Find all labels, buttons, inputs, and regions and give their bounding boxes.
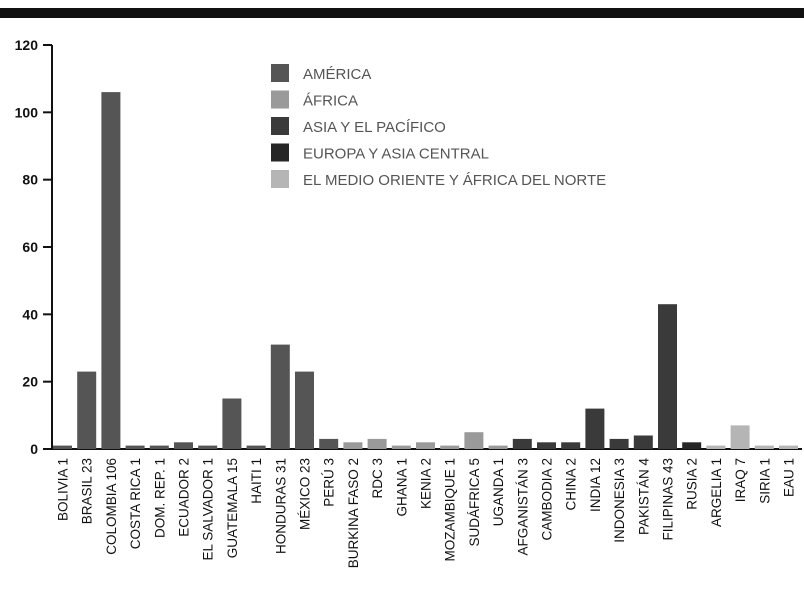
x-tick-label: ECUADOR 2: [177, 458, 192, 537]
bar: [295, 371, 314, 449]
bar: [246, 445, 266, 449]
bar: [512, 438, 532, 449]
x-tick-label: SIRIA 1: [757, 458, 772, 504]
x-tick-label: EL SALVADOR 1: [201, 458, 216, 561]
x-tick-label: BOLIVIA 1: [56, 458, 71, 521]
x-tick-label: MÉXICO 23: [298, 458, 313, 530]
x-tick-label: INDONESIA 3: [612, 458, 627, 543]
x-tick-label: CHINA 2: [564, 458, 579, 511]
x-tick-label: COLOMBIA 106: [104, 458, 119, 555]
y-tick-label: 120: [15, 37, 39, 53]
bar: [149, 445, 169, 449]
x-tick-label: PERÚ 3: [322, 458, 337, 507]
bar: [319, 438, 339, 449]
bar: [440, 445, 460, 449]
bar: [343, 442, 363, 449]
bar: [706, 445, 726, 449]
bars-group: [53, 92, 798, 449]
x-tick-label: ARGELIA 1: [709, 458, 724, 527]
legend-swatch: [271, 90, 289, 109]
bar: [488, 445, 508, 449]
bar: [77, 371, 97, 449]
x-tick-label: IRAQ 7: [733, 458, 748, 502]
bar: [174, 442, 193, 449]
x-tick-label: SUDÁFRICA 5: [467, 458, 482, 547]
y-tick-label: 60: [22, 239, 38, 255]
axes: 0 20 40 60 80 100 120: [15, 37, 802, 457]
bar: [125, 445, 145, 449]
y-tick-label: 20: [22, 374, 38, 390]
x-tick-label: HONDURAS 31: [273, 458, 288, 554]
legend-swatch: [271, 64, 289, 82]
x-tick-label: DOM. REP. 1: [152, 458, 167, 538]
bar: [367, 438, 387, 449]
y-tick-label: 0: [30, 441, 38, 457]
legend-swatch: [271, 170, 289, 188]
x-tick-label: AFGANISTÁN 3: [515, 458, 530, 556]
bar: [537, 442, 556, 449]
x-tick-label: PAKISTÁN 4: [636, 458, 651, 536]
legend-label: AMÉRICA: [303, 66, 371, 83]
legend-swatch: [271, 143, 289, 162]
x-tick-label: INDIA 12: [588, 458, 603, 512]
bar: [198, 445, 218, 449]
y-tick-label: 100: [15, 104, 39, 120]
top-rule: [0, 8, 804, 18]
x-tick-label: KENIA 2: [419, 458, 434, 509]
bar: [779, 445, 798, 449]
bar: [682, 442, 702, 449]
bar: [53, 445, 72, 449]
x-tick-label: GUATEMALA 15: [225, 458, 240, 558]
bar: [391, 445, 411, 449]
bar: [730, 425, 750, 449]
bar: [270, 344, 290, 449]
x-tick-label: HAITI 1: [249, 458, 264, 504]
legend-label: ASIA Y EL PACÍFICO: [303, 119, 446, 136]
bar: [585, 408, 605, 449]
bar: [464, 432, 484, 449]
x-tick-label: COSTA RICA 1: [128, 458, 143, 549]
x-tick-label: BRASIL 23: [80, 458, 95, 524]
legend-label: EUROPA Y ASIA CENTRAL: [303, 146, 489, 163]
legend: AMÉRICA ÁFRICA ASIA Y EL PACÍFICO EUROPA Y …: [271, 64, 606, 189]
x-tick-label: FILIPINAS 43: [661, 458, 676, 541]
x-tick-label: EAU 1: [782, 458, 797, 497]
bar: [754, 445, 774, 449]
x-tick-label: RDC 3: [370, 458, 385, 499]
legend-label: EL MEDIO ORIENTE Y ÁFRICA DEL NORTE: [303, 172, 606, 189]
x-tick-label: BURKINA FASO 2: [346, 458, 361, 568]
bar: [609, 438, 629, 449]
x-tick-labels: BOLIVIA 1 BRASIL 23 COLOMBIA 106 COSTA RICA…: [56, 458, 797, 569]
x-tick-label: RUSIA 2: [685, 458, 700, 510]
y-tick-label: 80: [22, 172, 38, 188]
bar: [561, 442, 581, 449]
legend-swatch: [271, 117, 289, 135]
legend-label: ÁFRICA: [303, 93, 358, 110]
bar: [658, 304, 677, 449]
y-tick-label: 40: [22, 306, 38, 322]
bar: [633, 435, 653, 449]
x-tick-label: UGANDA 1: [491, 458, 506, 526]
bar: [101, 92, 121, 449]
x-tick-label: CAMBODIA 2: [540, 458, 555, 541]
bar: [416, 442, 435, 449]
bar: [222, 398, 242, 449]
x-tick-label: GHANA 1: [394, 458, 409, 517]
x-tick-label: MOZAMBIQUE 1: [443, 458, 458, 562]
